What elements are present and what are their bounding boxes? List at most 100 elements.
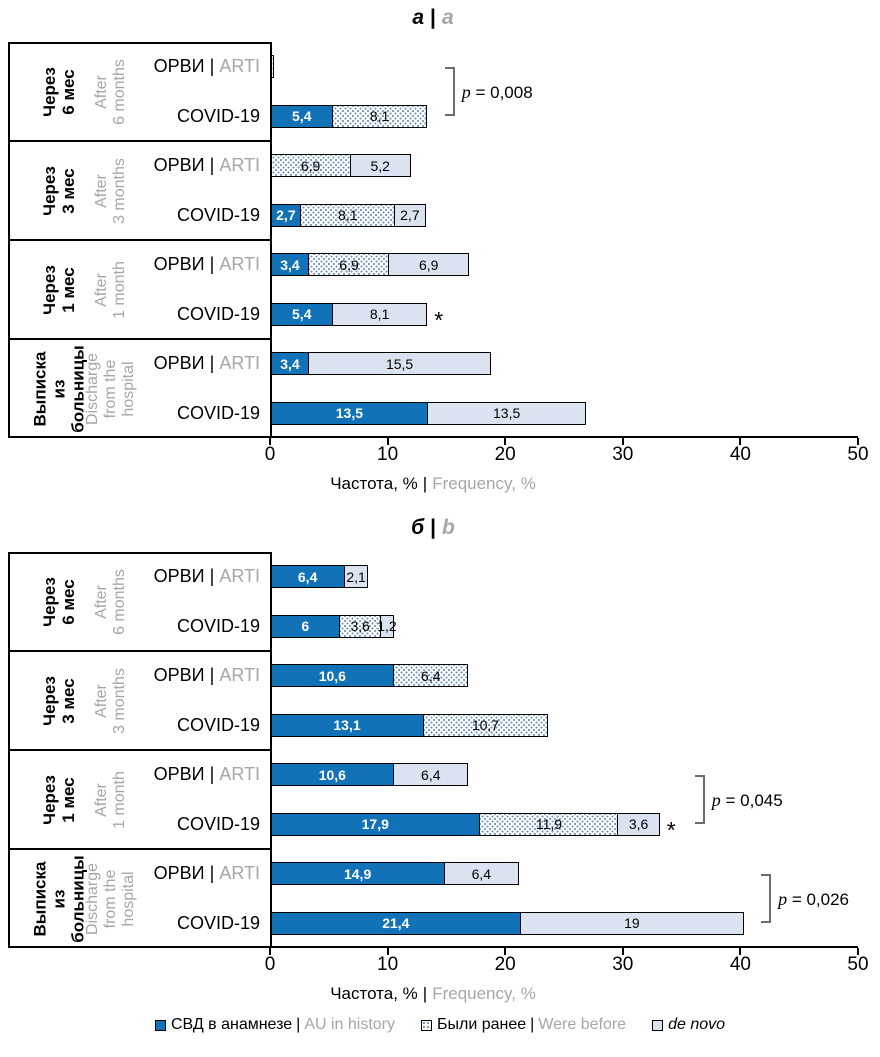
row-label: COVID-19 <box>138 106 270 127</box>
bar-segment-de_novo: 6,9 <box>388 253 470 277</box>
x-tick-label: 30 <box>612 954 634 975</box>
title-separator: | <box>422 474 428 493</box>
group-rows: ОРВИ | ARTI 3,4 6,9 6,9 COVID-19 5,4 8,1 * <box>138 240 858 339</box>
chart-b-title-en: b <box>442 516 455 539</box>
group-rows: ОРВИ | ARTI 3,4 15,5 COVID-19 13,5 13,5 <box>138 339 858 438</box>
x-tick-label: 20 <box>494 444 516 465</box>
bar-segment-de_novo: 15,5 <box>308 352 491 376</box>
p-value-label: p = 0,026 <box>778 888 850 909</box>
bar-track: 14,9 6,4 <box>270 862 858 886</box>
group-divider <box>8 338 270 340</box>
group-rows: ОРВИ | ARTI 10,6 6,4 COVID-19 13,1 10,7 <box>138 651 858 750</box>
group-label-ru: Выписка из больницы <box>30 339 87 438</box>
group-divider <box>8 848 270 850</box>
bar-segment-history: 10,6 <box>270 664 395 688</box>
time-group: Через 1 мес After 1 month ОРВИ | ARTI 10,6 6… <box>8 750 858 849</box>
group-label-ru-text: Через 3 мес <box>39 675 78 726</box>
panel-border-left <box>8 42 10 438</box>
x-tick-label: 10 <box>377 444 399 465</box>
group-label-ru: Выписка из больницы <box>30 849 87 948</box>
bar-value-label: 5,2 <box>370 157 390 174</box>
p-symbol: p <box>778 888 788 909</box>
bar-segment-de_novo: 5,2 <box>349 154 411 178</box>
x-tick <box>269 438 271 445</box>
history-swatch-icon <box>154 1019 166 1031</box>
bar-row: ОРВИ | ARTI 14,9 6,4 <box>138 849 858 899</box>
were-before-swatch-icon <box>421 1019 433 1031</box>
bar-segment-history: 3,4 <box>270 253 310 277</box>
group-label-en: After 1 month <box>84 240 138 339</box>
bar-value-label: 5,4 <box>292 306 312 323</box>
bar-segment-were_before: 6,9 <box>270 154 352 178</box>
group-label-en-text: After 3 months <box>93 157 128 224</box>
bar-value-label: 14,9 <box>343 865 372 882</box>
bar-track: 5,4 8,1 <box>270 104 858 128</box>
row-label-en: ARTI <box>219 665 260 686</box>
group-label-en-text: After 6 months <box>93 58 128 125</box>
bar-value-label: 8,1 <box>369 108 390 125</box>
bar-track <box>270 55 858 79</box>
bar-segment-were_before: 6,4 <box>393 664 469 688</box>
bar-value-label: 8,1 <box>338 207 358 224</box>
legend-label-de-novo: de novo <box>668 1016 726 1033</box>
p-bracket <box>761 873 772 924</box>
group-label-en: After 6 months <box>84 552 138 651</box>
bar-row: COVID-19 2,7 8,1 2,7 <box>138 191 858 241</box>
bar-segment-de_novo: 6,4 <box>393 763 469 787</box>
row-label: ОРВИ | ARTI <box>138 863 270 884</box>
group-rows: ОРВИ | ARTI 6,9 5,2 COVID-19 2,7 8,1 2,7 <box>138 141 858 240</box>
bar-segment-history: 3,4 <box>270 352 310 376</box>
row-label-ru: COVID-19 <box>176 303 260 324</box>
row-label-ru: COVID-19 <box>176 813 260 834</box>
bar-track: 13,1 10,7 <box>270 713 858 737</box>
row-label: COVID-19 <box>138 913 270 934</box>
bar-segment-were_before: 8,1 <box>332 104 428 128</box>
x-axis-line <box>8 436 858 438</box>
x-tick-label: 20 <box>494 954 516 975</box>
bar-value-label: 2,1 <box>346 568 366 585</box>
bar-row: ОРВИ | ARTI 3,4 15,5 <box>138 339 858 389</box>
bar-segment-history: 14,9 <box>270 862 446 886</box>
row-label-en: ARTI <box>219 353 260 374</box>
chart-b: б | b Через 6 мес After 6 months ОРВИ | ARTI… <box>8 516 869 1006</box>
row-label-ru: COVID-19 <box>176 105 260 126</box>
y-axis-line <box>270 552 272 948</box>
bar-segment-history: 13,1 <box>270 713 425 737</box>
legend: СВД в анамнезе | AU in history Были ранее |… <box>0 1016 880 1034</box>
row-label-en: ARTI <box>219 155 260 176</box>
row-label: COVID-19 <box>138 205 270 226</box>
bar-value-label: 6,4 <box>421 766 441 783</box>
bar-track: 5,4 8,1 * <box>270 302 858 332</box>
bar-value-label: 1,2 <box>377 618 397 635</box>
bar-track: 2,7 8,1 2,7 <box>270 203 858 227</box>
row-label-ru: ОРВИ <box>153 566 205 587</box>
bar-value-label: 13,5 <box>335 405 363 422</box>
bar-value-label: 10,6 <box>318 667 346 684</box>
p-bracket <box>444 66 455 117</box>
bar-value-label: 19 <box>624 915 640 932</box>
group-divider <box>8 650 270 652</box>
bar-row: COVID-19 5,4 8,1 * <box>138 290 858 340</box>
title-separator: | <box>430 6 436 29</box>
row-label-ru: COVID-19 <box>176 912 260 933</box>
bar-value-label: 3,6 <box>628 816 649 833</box>
row-label-separator: | <box>204 353 220 374</box>
row-label-ru: ОРВИ <box>153 155 205 176</box>
bar-value-label: 11,9 <box>535 816 563 833</box>
group-rows: ОРВИ | ARTI COVID-19 5,4 8,1 <box>138 42 858 141</box>
row-label: ОРВИ | ARTI <box>138 353 270 374</box>
row-label-en: ARTI <box>219 863 260 884</box>
row-label-ru: COVID-19 <box>176 615 260 636</box>
bar-row: ОРВИ | ARTI 3,4 6,9 6,9 <box>138 240 858 290</box>
group-label-en-text: Discharge from the hospital <box>84 862 137 935</box>
bar-value-label: 3,4 <box>280 256 300 273</box>
x-tick <box>621 948 624 955</box>
x-tick-label: 30 <box>612 444 634 465</box>
bar-row: COVID-19 13,1 10,7 <box>138 701 858 751</box>
bar-segment-were_before: 3,6 <box>339 614 382 638</box>
row-label-ru: COVID-19 <box>176 204 260 225</box>
bar-segment-were_before: 6,9 <box>308 253 390 277</box>
panel-border-top <box>8 42 270 44</box>
chart-a-plot: Через 6 мес After 6 months ОРВИ | ARTI COVI… <box>8 42 869 465</box>
bar-track: 3,4 6,9 6,9 <box>270 253 858 277</box>
